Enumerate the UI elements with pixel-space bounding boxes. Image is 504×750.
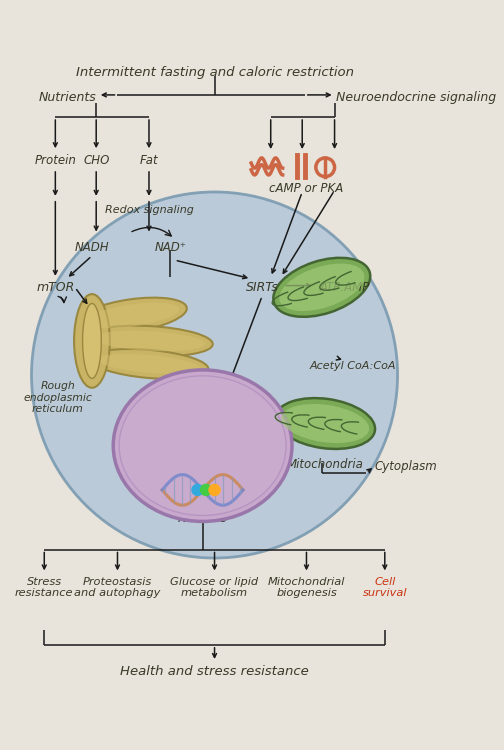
Text: Rough
endoplasmic
reticulum: Rough endoplasmic reticulum — [24, 381, 92, 414]
Text: Redox signaling: Redox signaling — [104, 205, 194, 214]
Ellipse shape — [93, 331, 205, 351]
Ellipse shape — [273, 258, 370, 316]
Text: Proteostasis
and autophagy: Proteostasis and autophagy — [74, 577, 161, 598]
Ellipse shape — [113, 370, 292, 521]
Text: Health and stress resistance: Health and stress resistance — [120, 665, 309, 678]
Text: SIRTs: SIRTs — [246, 281, 279, 294]
Text: Intermittent fasting and caloric restriction: Intermittent fasting and caloric restric… — [76, 66, 353, 79]
Text: PGC-1α: PGC-1α — [180, 439, 225, 452]
Text: NADH: NADH — [75, 242, 109, 254]
Ellipse shape — [97, 354, 201, 374]
Text: NAD⁺: NAD⁺ — [154, 242, 186, 254]
Text: Fat: Fat — [140, 154, 158, 166]
Text: Stress
resistance: Stress resistance — [15, 577, 74, 598]
Text: Glucose or lipid
metabolism: Glucose or lipid metabolism — [170, 577, 259, 598]
Text: cAMP or PKA: cAMP or PKA — [269, 182, 344, 195]
Ellipse shape — [281, 404, 369, 443]
Text: Mitochondrial
biogenesis: Mitochondrial biogenesis — [268, 577, 345, 598]
Text: CHO: CHO — [83, 154, 109, 166]
Text: Mitochondria: Mitochondria — [287, 458, 364, 470]
Text: Nucleus: Nucleus — [178, 512, 227, 525]
Circle shape — [209, 484, 220, 496]
Ellipse shape — [85, 326, 213, 356]
Text: NRF2: NRF2 — [241, 439, 273, 452]
Ellipse shape — [90, 349, 208, 379]
Text: Cell
survival: Cell survival — [362, 577, 407, 598]
Ellipse shape — [83, 304, 101, 379]
Text: SIRTs: SIRTs — [186, 389, 219, 403]
Text: Neuroendocrine signaling: Neuroendocrine signaling — [336, 91, 496, 104]
Ellipse shape — [275, 398, 375, 449]
Text: Protein: Protein — [34, 154, 76, 166]
Text: Nutrients: Nutrients — [38, 91, 96, 104]
Text: mTOR: mTOR — [36, 281, 75, 294]
Text: ATP:AMP: ATP:AMP — [320, 281, 370, 294]
Circle shape — [201, 484, 212, 496]
Ellipse shape — [74, 294, 110, 388]
Text: Acetyl CoA:CoA: Acetyl CoA:CoA — [310, 361, 397, 370]
Ellipse shape — [119, 376, 286, 515]
Text: Cytoplasm: Cytoplasm — [374, 460, 437, 473]
Circle shape — [192, 484, 203, 496]
Ellipse shape — [31, 192, 398, 558]
Ellipse shape — [279, 263, 364, 311]
Ellipse shape — [77, 298, 187, 333]
Text: FOXOs: FOXOs — [130, 439, 168, 452]
Ellipse shape — [85, 302, 179, 328]
